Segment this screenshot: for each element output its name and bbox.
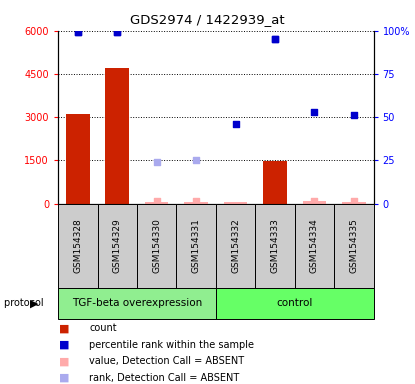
Text: control: control [276,298,313,308]
Text: GSM154332: GSM154332 [231,218,240,273]
Point [272,36,278,43]
Bar [176,204,216,288]
Bar [137,204,176,288]
Text: value, Detection Call = ABSENT: value, Detection Call = ABSENT [89,356,244,366]
Text: count: count [89,323,117,333]
Bar [145,202,168,204]
Bar [303,201,326,204]
Text: rank, Detection Call = ABSENT: rank, Detection Call = ABSENT [89,373,239,383]
Text: TGF-beta overexpression: TGF-beta overexpression [72,298,202,308]
Text: ▶: ▶ [30,298,38,308]
Text: GSM154333: GSM154333 [271,218,279,273]
Point [75,29,81,35]
Point [350,198,357,204]
Text: GDS2974 / 1422939_at: GDS2974 / 1422939_at [130,13,285,26]
Text: GSM154335: GSM154335 [349,218,358,273]
Bar [263,161,287,204]
Bar [216,288,374,319]
Point [154,198,160,204]
Bar [98,204,137,288]
Bar [255,204,295,288]
Point [154,159,160,165]
Bar [66,114,90,204]
Text: GSM154331: GSM154331 [192,218,200,273]
Point [272,36,278,42]
Text: GSM154328: GSM154328 [73,218,82,273]
Text: percentile rank within the sample: percentile rank within the sample [89,340,254,350]
Point [193,198,200,204]
Text: ■: ■ [59,356,70,366]
Point [75,30,81,36]
Bar [184,202,208,204]
Point [114,30,121,36]
Text: GSM154334: GSM154334 [310,218,319,273]
Bar [58,204,98,288]
Text: ■: ■ [59,323,70,333]
Text: GSM154330: GSM154330 [152,218,161,273]
Point [232,121,239,127]
Bar [224,202,247,204]
Bar [334,204,374,288]
Text: protocol: protocol [4,298,47,308]
Point [114,29,121,35]
Text: ■: ■ [59,340,70,350]
Bar [58,288,216,319]
Text: ■: ■ [59,373,70,383]
Point [311,198,318,204]
Text: GSM154329: GSM154329 [113,218,122,273]
Bar [216,204,255,288]
Bar [105,68,129,204]
Point [311,109,318,115]
Bar [295,204,334,288]
Point [193,157,200,164]
Point [350,112,357,118]
Bar [342,202,366,204]
